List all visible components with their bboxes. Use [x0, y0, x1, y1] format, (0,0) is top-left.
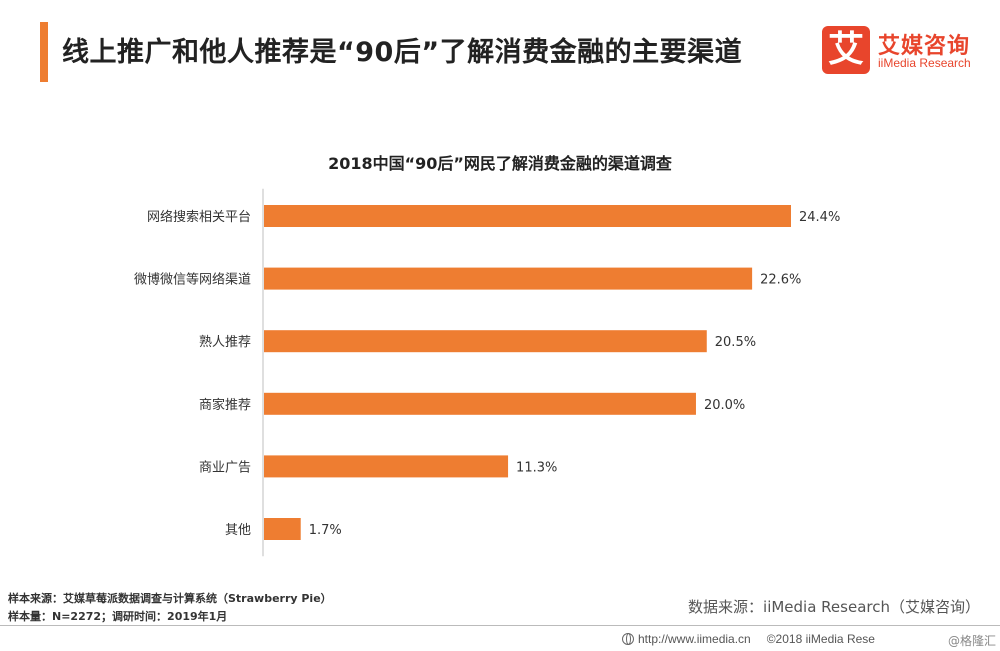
- copyright-text: ©2018 iiMedia Rese: [766, 632, 875, 646]
- bar: [264, 205, 791, 227]
- sample-size-note: 样本量：N=2272；调研时间：2019年1月: [8, 610, 228, 623]
- category-label: 网络搜索相关平台: [147, 209, 251, 225]
- title-accent-bar: [40, 22, 48, 82]
- logo-english-name: iiMedia Research: [878, 56, 971, 70]
- data-label: 11.3%: [516, 460, 557, 475]
- data-label: 20.0%: [704, 398, 745, 413]
- logo-chinese-name: 艾媒咨询: [878, 34, 971, 59]
- category-label: 商家推荐: [199, 397, 251, 413]
- data-label: 20.5%: [715, 335, 756, 350]
- bar: [264, 330, 707, 353]
- globe-icon: [622, 633, 634, 645]
- bar: [264, 392, 696, 415]
- footer-url-line: http://www.iimedia.cn ©2018 iiMedia Rese: [622, 632, 875, 646]
- logo-badge: 艾: [822, 26, 870, 74]
- watermark: @格隆汇: [948, 634, 997, 648]
- category-label: 熟人推荐: [199, 334, 251, 350]
- bar: [264, 455, 509, 478]
- sample-source-note: 样本来源：艾媒草莓派数据调查与计算系统（Strawberry Pie）: [8, 592, 332, 605]
- data-label: 1.7%: [309, 523, 342, 538]
- category-label: 其他: [225, 523, 251, 538]
- data-label: 24.4%: [799, 210, 840, 225]
- category-label: 微博微信等网络渠道: [134, 272, 251, 288]
- data-source: 数据来源：iiMedia Research（艾媒咨询）: [688, 598, 980, 616]
- footer-divider: [0, 625, 1000, 626]
- bar: [264, 267, 753, 290]
- category-label: 商业广告: [199, 460, 251, 475]
- bar-chart: 网络搜索相关平台 24.4% 微博微信等网络渠道 22.6% 熟人推荐 20.5% 商家推荐…: [134, 188, 840, 557]
- data-label: 22.6%: [760, 273, 801, 288]
- chart-title: 2018中国“90后”网民了解消费金融的渠道调查: [328, 154, 672, 173]
- page-headline: 线上推广和他人推荐是“90后”了解消费金融的主要渠道: [62, 37, 743, 68]
- brand-logo: 艾 艾媒咨询 iiMedia Research: [822, 26, 992, 76]
- bar: [264, 518, 301, 540]
- website-link[interactable]: http://www.iimedia.cn: [638, 632, 751, 646]
